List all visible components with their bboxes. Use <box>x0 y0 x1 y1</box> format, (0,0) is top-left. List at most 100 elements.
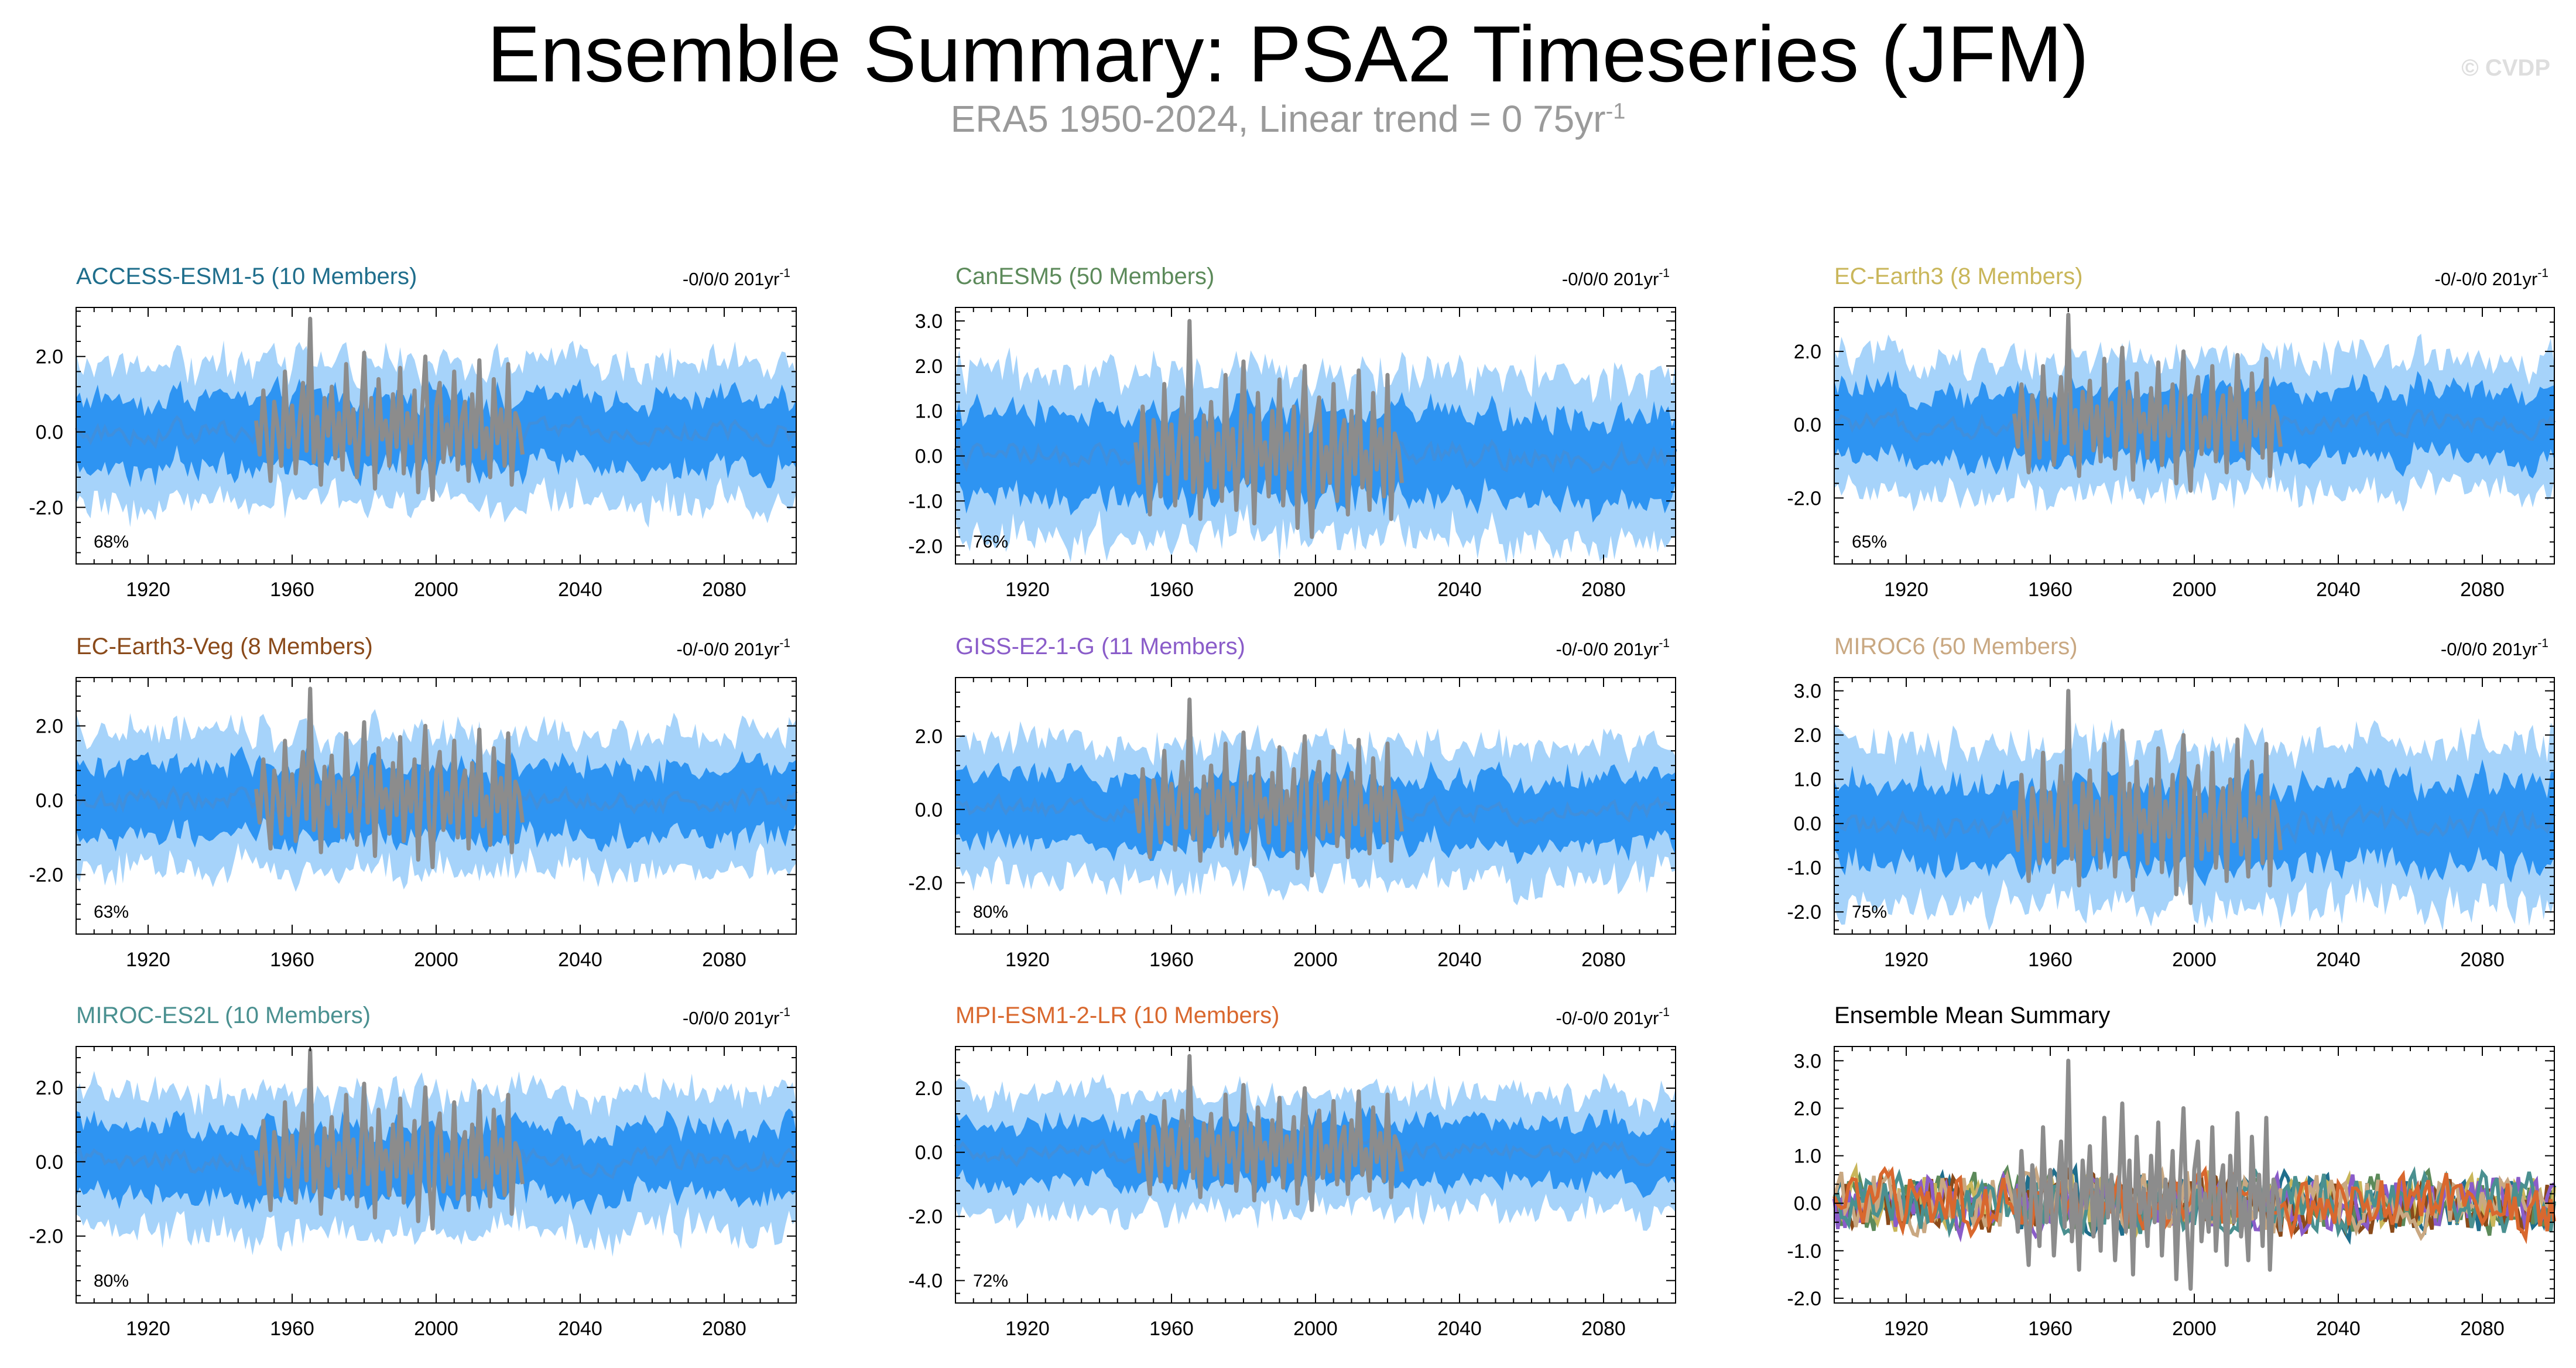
x-tick-label: 2040 <box>558 1318 602 1340</box>
x-tick-label: 2040 <box>2316 949 2361 971</box>
y-tick-label: 1.0 <box>915 401 943 423</box>
observed-era5-line <box>2012 689 2283 905</box>
cvdp-watermark: © CVDP <box>2461 55 2550 81</box>
panel-title: Ensemble Mean Summary <box>1834 1003 2110 1028</box>
x-tick-label: 2080 <box>2460 1318 2505 1340</box>
x-tick-label: 1920 <box>1884 949 1928 971</box>
x-tick-label: 2040 <box>2316 1318 2361 1340</box>
y-tick-label: -2.0 <box>29 864 63 886</box>
y-tick-label: 1.0 <box>1794 1145 1821 1168</box>
plot-area <box>1832 1058 2556 1291</box>
x-tick-label: 2000 <box>2172 1318 2217 1340</box>
trend-exponent: -1 <box>779 266 790 280</box>
x-tick-label: 1920 <box>126 579 170 601</box>
plot-area <box>955 697 1677 905</box>
x-tick-label: 1920 <box>126 949 170 971</box>
chart-panel-4: EC-Earth3-Veg (8 Members) -0/-0/0 201yr-1… <box>29 634 798 971</box>
x-tick-label: 1960 <box>270 579 314 601</box>
x-tick-label: 2080 <box>1581 579 1626 601</box>
y-tick-label: 2.0 <box>915 1078 943 1100</box>
x-tick-label: 2040 <box>1437 1318 1482 1340</box>
page-title: Ensemble Summary: PSA2 Timeseries (JFM) <box>487 9 2089 98</box>
x-tick-label: 1960 <box>1149 949 1194 971</box>
percent-label: 72% <box>973 1271 1008 1291</box>
x-tick-label: 2080 <box>1581 949 1626 971</box>
trend-label: -0/0/0 201yr-1 <box>683 266 790 289</box>
trend-exponent: -1 <box>1659 637 1670 650</box>
y-tick-label: 1.0 <box>1794 769 1821 791</box>
panel-title: MPI-ESM1-2-LR (10 Members) <box>955 1003 1279 1028</box>
chart-panel-6: MIROC6 (50 Members) -0/0/0 201yr-1 1920 196… <box>1787 634 2556 971</box>
y-tick-label: 0.0 <box>1794 414 1821 436</box>
y-tick-label: 3.0 <box>915 310 943 333</box>
observed-era5-line <box>2012 313 2283 493</box>
y-tick-label: 2.0 <box>36 716 63 738</box>
observed-era5-line <box>254 686 525 870</box>
plot-area <box>75 316 797 528</box>
plot-area <box>1833 313 2556 512</box>
plot-area <box>74 686 798 892</box>
x-tick-label: 1960 <box>2028 949 2073 971</box>
panel-title: ACCESS-ESM1-5 (10 Members) <box>76 264 417 289</box>
plot-area <box>954 1054 1677 1231</box>
observed-era5-line <box>2012 1058 2283 1291</box>
subtitle-exponent: -1 <box>1605 99 1626 124</box>
x-tick-label: 2000 <box>414 1318 458 1340</box>
trend-exponent: -1 <box>1659 1006 1670 1019</box>
x-tick-label: 2080 <box>1581 1318 1626 1340</box>
x-tick-label: 1920 <box>1005 579 1050 601</box>
trend-label: -0/0/0 201yr-1 <box>2441 637 2548 659</box>
trend-label: -0/0/0 201yr-1 <box>1562 266 1670 289</box>
y-tick-label: 0.0 <box>915 1142 943 1164</box>
y-tick-label: -1.0 <box>908 490 943 512</box>
y-tick-label: 0.0 <box>915 799 943 821</box>
y-tick-label: 0.0 <box>36 789 63 812</box>
x-tick-label: 2040 <box>1437 579 1482 601</box>
y-tick-label: 2.0 <box>36 1077 63 1099</box>
y-tick-label: 2.0 <box>915 355 943 378</box>
plot-area <box>954 319 1677 564</box>
panel-title: CanESM5 (50 Members) <box>955 264 1214 289</box>
x-tick-label: 1960 <box>1149 1318 1194 1340</box>
y-tick-label: -2.0 <box>29 1226 63 1248</box>
trend-exponent: -1 <box>2537 266 2548 280</box>
subtitle-text: ERA5 1950-2024, Linear trend = 0 75yr <box>950 98 1606 140</box>
percent-label: 80% <box>94 1271 129 1291</box>
y-tick-label: 0.0 <box>1794 813 1821 835</box>
plot-area <box>1832 689 2556 931</box>
percent-label: 68% <box>94 532 129 552</box>
chart-panel-2: CanESM5 (50 Members) -0/0/0 201yr-1 1920 19… <box>908 264 1677 601</box>
x-tick-label: 1960 <box>270 1318 314 1340</box>
x-tick-label: 2040 <box>2316 579 2361 601</box>
x-tick-label: 2000 <box>2172 949 2217 971</box>
x-tick-label: 1960 <box>270 949 314 971</box>
observed-era5-line <box>254 1048 525 1231</box>
trend-label: -0/-0/0 201yr-1 <box>1556 637 1670 659</box>
y-tick-label: 2.0 <box>1794 724 1821 747</box>
y-tick-label: 2.0 <box>36 346 63 368</box>
x-tick-label: 1920 <box>1884 1318 1928 1340</box>
x-tick-label: 1960 <box>2028 579 2073 601</box>
trend-exponent: -1 <box>779 1006 790 1019</box>
chart-panel-3: EC-Earth3 (8 Members) -0/-0/0 201yr-1 1920… <box>1787 264 2556 601</box>
y-tick-label: -1.0 <box>1787 857 1821 880</box>
trend-label: -0/-0/0 201yr-1 <box>1556 1006 1670 1028</box>
x-tick-label: 2040 <box>1437 949 1482 971</box>
x-tick-label: 1960 <box>2028 1318 2073 1340</box>
panel-title: EC-Earth3-Veg (8 Members) <box>76 634 373 659</box>
y-tick-label: 3.0 <box>1794 1050 1821 1072</box>
x-tick-label: 2000 <box>414 949 458 971</box>
y-tick-label: -4.0 <box>908 1270 943 1292</box>
trend-label: -0/-0/0 201yr-1 <box>677 637 790 659</box>
percent-label: 63% <box>94 902 129 922</box>
trend-exponent: -1 <box>1659 266 1670 280</box>
y-tick-label: 2.0 <box>1794 341 1821 363</box>
percent-label: 75% <box>1852 902 1887 922</box>
x-tick-label: 2080 <box>2460 579 2505 601</box>
trend-exponent: -1 <box>779 637 790 650</box>
y-tick-label: 2.0 <box>915 726 943 748</box>
y-tick-label: -2.0 <box>1787 1288 1821 1310</box>
panel-title: MIROC-ES2L (10 Members) <box>76 1003 371 1028</box>
x-tick-label: 2000 <box>1293 949 1338 971</box>
